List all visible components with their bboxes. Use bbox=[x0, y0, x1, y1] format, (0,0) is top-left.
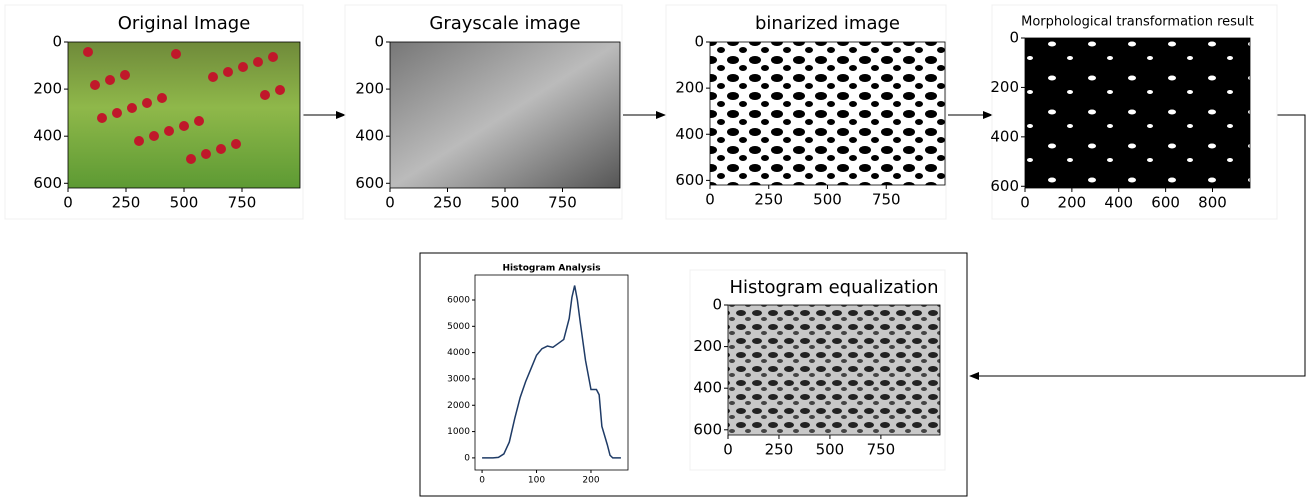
apple bbox=[201, 149, 211, 159]
y-tick-label: 3000 bbox=[447, 374, 470, 384]
image bbox=[1024, 37, 1251, 189]
image bbox=[727, 304, 941, 436]
connectors bbox=[303, 111, 1306, 497]
y-tick-label: 200 bbox=[355, 80, 384, 98]
y-tick-label: 600 bbox=[693, 420, 722, 438]
x-tick-label: 0 bbox=[479, 476, 485, 486]
apple bbox=[157, 93, 167, 103]
panel-frame bbox=[344, 4, 623, 220]
y-tick-label: 200 bbox=[990, 78, 1019, 96]
panel-frame bbox=[991, 4, 1278, 220]
x-tick-label: 250 bbox=[765, 441, 794, 459]
x-tick-label: 600 bbox=[1151, 194, 1180, 212]
y-tick-label: 200 bbox=[693, 337, 722, 355]
x-tick-label: 200 bbox=[582, 476, 599, 486]
image bbox=[389, 41, 621, 189]
panel-title: Histogram equalization bbox=[730, 277, 939, 298]
apple bbox=[105, 75, 115, 85]
apple bbox=[223, 67, 233, 77]
y-tick-label: 400 bbox=[693, 379, 722, 397]
apple bbox=[83, 47, 93, 57]
y-tick-label: 400 bbox=[990, 127, 1019, 145]
apple bbox=[268, 52, 278, 62]
apple bbox=[149, 131, 159, 141]
y-tick-label: 1000 bbox=[447, 427, 470, 437]
x-tick-label: 0 bbox=[723, 441, 733, 459]
x-tick-label: 200 bbox=[1058, 194, 1087, 212]
x-tick-label: 400 bbox=[1104, 194, 1133, 212]
panel-title: Grayscale image bbox=[429, 13, 580, 34]
x-tick-label: 750 bbox=[867, 441, 896, 459]
y-tick-label: 0 bbox=[694, 33, 704, 51]
x-tick-label: 500 bbox=[170, 194, 199, 212]
apple bbox=[179, 121, 189, 131]
x-tick-label: 500 bbox=[816, 441, 845, 459]
x-tick-label: 500 bbox=[491, 194, 520, 212]
apple bbox=[112, 108, 122, 118]
panel-frame bbox=[4, 4, 304, 220]
panel-title: binarized image bbox=[755, 13, 900, 34]
x-tick-label: 750 bbox=[548, 194, 577, 212]
arrow bbox=[969, 114, 1306, 380]
y-tick-label: 2000 bbox=[447, 401, 470, 411]
x-tick-label: 0 bbox=[705, 191, 715, 209]
y-tick-label: 4000 bbox=[447, 348, 470, 358]
y-tick-label: 0 bbox=[1009, 29, 1019, 47]
y-tick-label: 5000 bbox=[447, 322, 470, 332]
result-box bbox=[419, 252, 968, 497]
apple bbox=[275, 85, 285, 95]
x-tick-label: 500 bbox=[813, 191, 842, 209]
apple bbox=[253, 57, 263, 67]
y-tick-label: 400 bbox=[355, 127, 384, 145]
y-tick-label: 400 bbox=[33, 127, 62, 145]
panel-title: Morphological transformation result bbox=[1021, 15, 1254, 30]
x-tick-label: 0 bbox=[1020, 194, 1030, 212]
apple bbox=[186, 154, 196, 164]
y-tick-label: 0 bbox=[712, 296, 722, 314]
x-tick-label: 100 bbox=[528, 476, 545, 486]
y-tick-label: 600 bbox=[990, 177, 1019, 195]
x-tick-label: 0 bbox=[385, 194, 395, 212]
y-tick-label: 0 bbox=[374, 33, 384, 51]
apple bbox=[90, 80, 100, 90]
y-tick-label: 600 bbox=[355, 174, 384, 192]
apple bbox=[134, 136, 144, 146]
apple bbox=[208, 72, 218, 82]
panel-frame bbox=[665, 4, 947, 220]
image bbox=[709, 41, 946, 186]
y-tick-label: 400 bbox=[675, 125, 704, 143]
y-tick-label: 0 bbox=[464, 453, 470, 463]
x-tick-label: 750 bbox=[228, 194, 257, 212]
y-tick-label: 200 bbox=[33, 80, 62, 98]
apple bbox=[231, 139, 241, 149]
apple bbox=[194, 116, 204, 126]
chart-title: Histogram Analysis bbox=[502, 264, 600, 274]
x-tick-label: 750 bbox=[872, 191, 901, 209]
plot-frame bbox=[474, 274, 629, 471]
apple bbox=[164, 126, 174, 136]
apple bbox=[142, 98, 152, 108]
x-tick-label: 800 bbox=[1198, 194, 1227, 212]
apple bbox=[260, 90, 270, 100]
panel-frame bbox=[689, 269, 946, 471]
x-tick-label: 0 bbox=[63, 194, 73, 212]
apple bbox=[127, 103, 137, 113]
apple bbox=[97, 113, 107, 123]
y-tick-label: 600 bbox=[33, 174, 62, 192]
apple bbox=[171, 49, 181, 59]
apple bbox=[216, 144, 226, 154]
y-tick-label: 6000 bbox=[447, 296, 470, 306]
y-tick-label: 0 bbox=[52, 33, 62, 51]
apple bbox=[238, 62, 248, 72]
y-tick-label: 600 bbox=[675, 171, 704, 189]
histogram-line bbox=[482, 285, 621, 459]
x-tick-label: 250 bbox=[433, 194, 462, 212]
x-tick-label: 250 bbox=[754, 191, 783, 209]
y-tick-label: 200 bbox=[675, 79, 704, 97]
apple bbox=[120, 70, 130, 80]
image bbox=[67, 41, 301, 189]
x-tick-label: 250 bbox=[112, 194, 141, 212]
panel-title: Original Image bbox=[118, 13, 251, 34]
